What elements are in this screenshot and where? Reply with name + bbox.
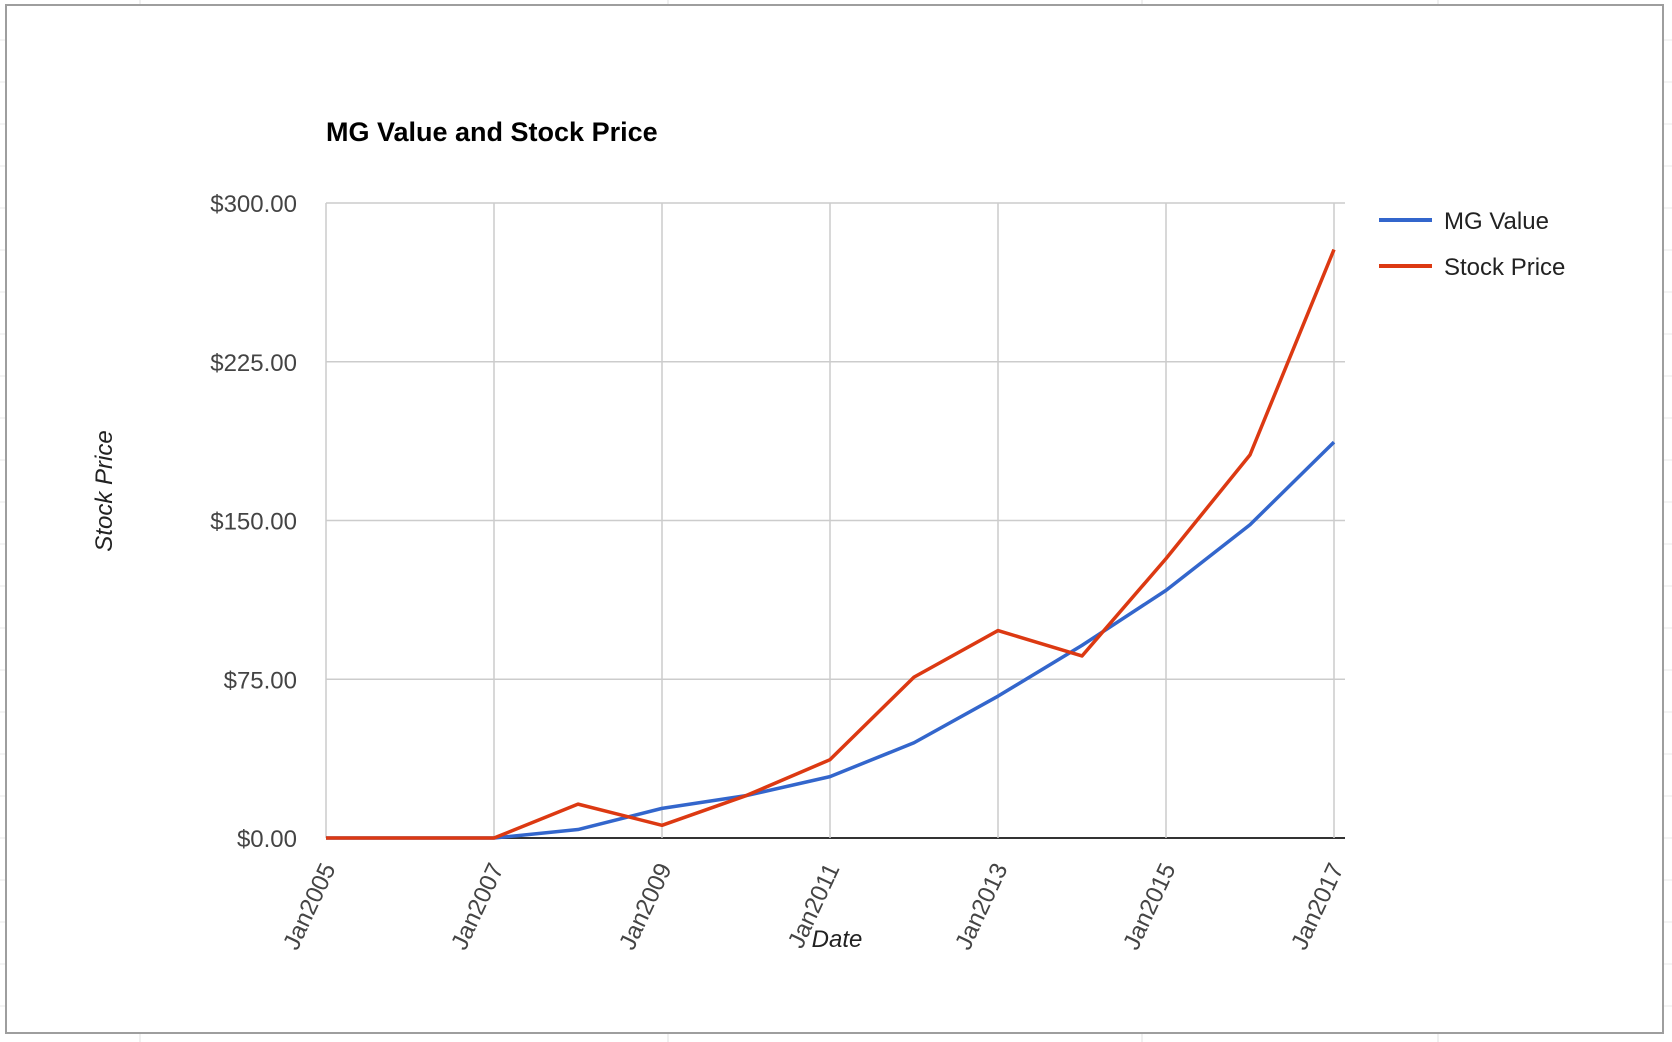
y-axis-tick-labels: $0.00 $75.00 $150.00 $225.00 $300.00 xyxy=(210,191,297,853)
x-tick-label: Jan2009 xyxy=(614,859,677,954)
x-tick-label: Jan2017 xyxy=(1286,859,1349,954)
legend-label: MG Value xyxy=(1444,208,1549,235)
series-line-stock-price xyxy=(326,248,1336,840)
x-tick-label: Jan2015 xyxy=(1118,859,1181,954)
chart-container[interactable]: MG Value and Stock Price $0.00 $75.00 $150… xyxy=(5,4,1664,1034)
y-tick-label: $150.00 xyxy=(210,509,297,536)
y-tick-label: $300.00 xyxy=(210,191,297,218)
x-axis-title: Date xyxy=(812,926,863,953)
plot-gridlines xyxy=(325,202,1345,839)
y-axis-title: Stock Price xyxy=(91,430,118,551)
line-chart: MG Value and Stock Price $0.00 $75.00 $150… xyxy=(91,117,1565,954)
series-lines xyxy=(326,248,1336,840)
y-tick-label: $75.00 xyxy=(224,667,297,694)
x-tick-label: Jan2007 xyxy=(446,859,509,954)
y-tick-label: $0.00 xyxy=(237,826,297,853)
chart-legend: MG Value Stock Price xyxy=(1379,208,1565,281)
y-tick-label: $225.00 xyxy=(210,350,297,377)
legend-label: Stock Price xyxy=(1444,254,1565,281)
x-tick-label: Jan2013 xyxy=(950,859,1013,954)
x-tick-label: Jan2005 xyxy=(278,859,341,954)
chart-title: MG Value and Stock Price xyxy=(326,117,658,147)
